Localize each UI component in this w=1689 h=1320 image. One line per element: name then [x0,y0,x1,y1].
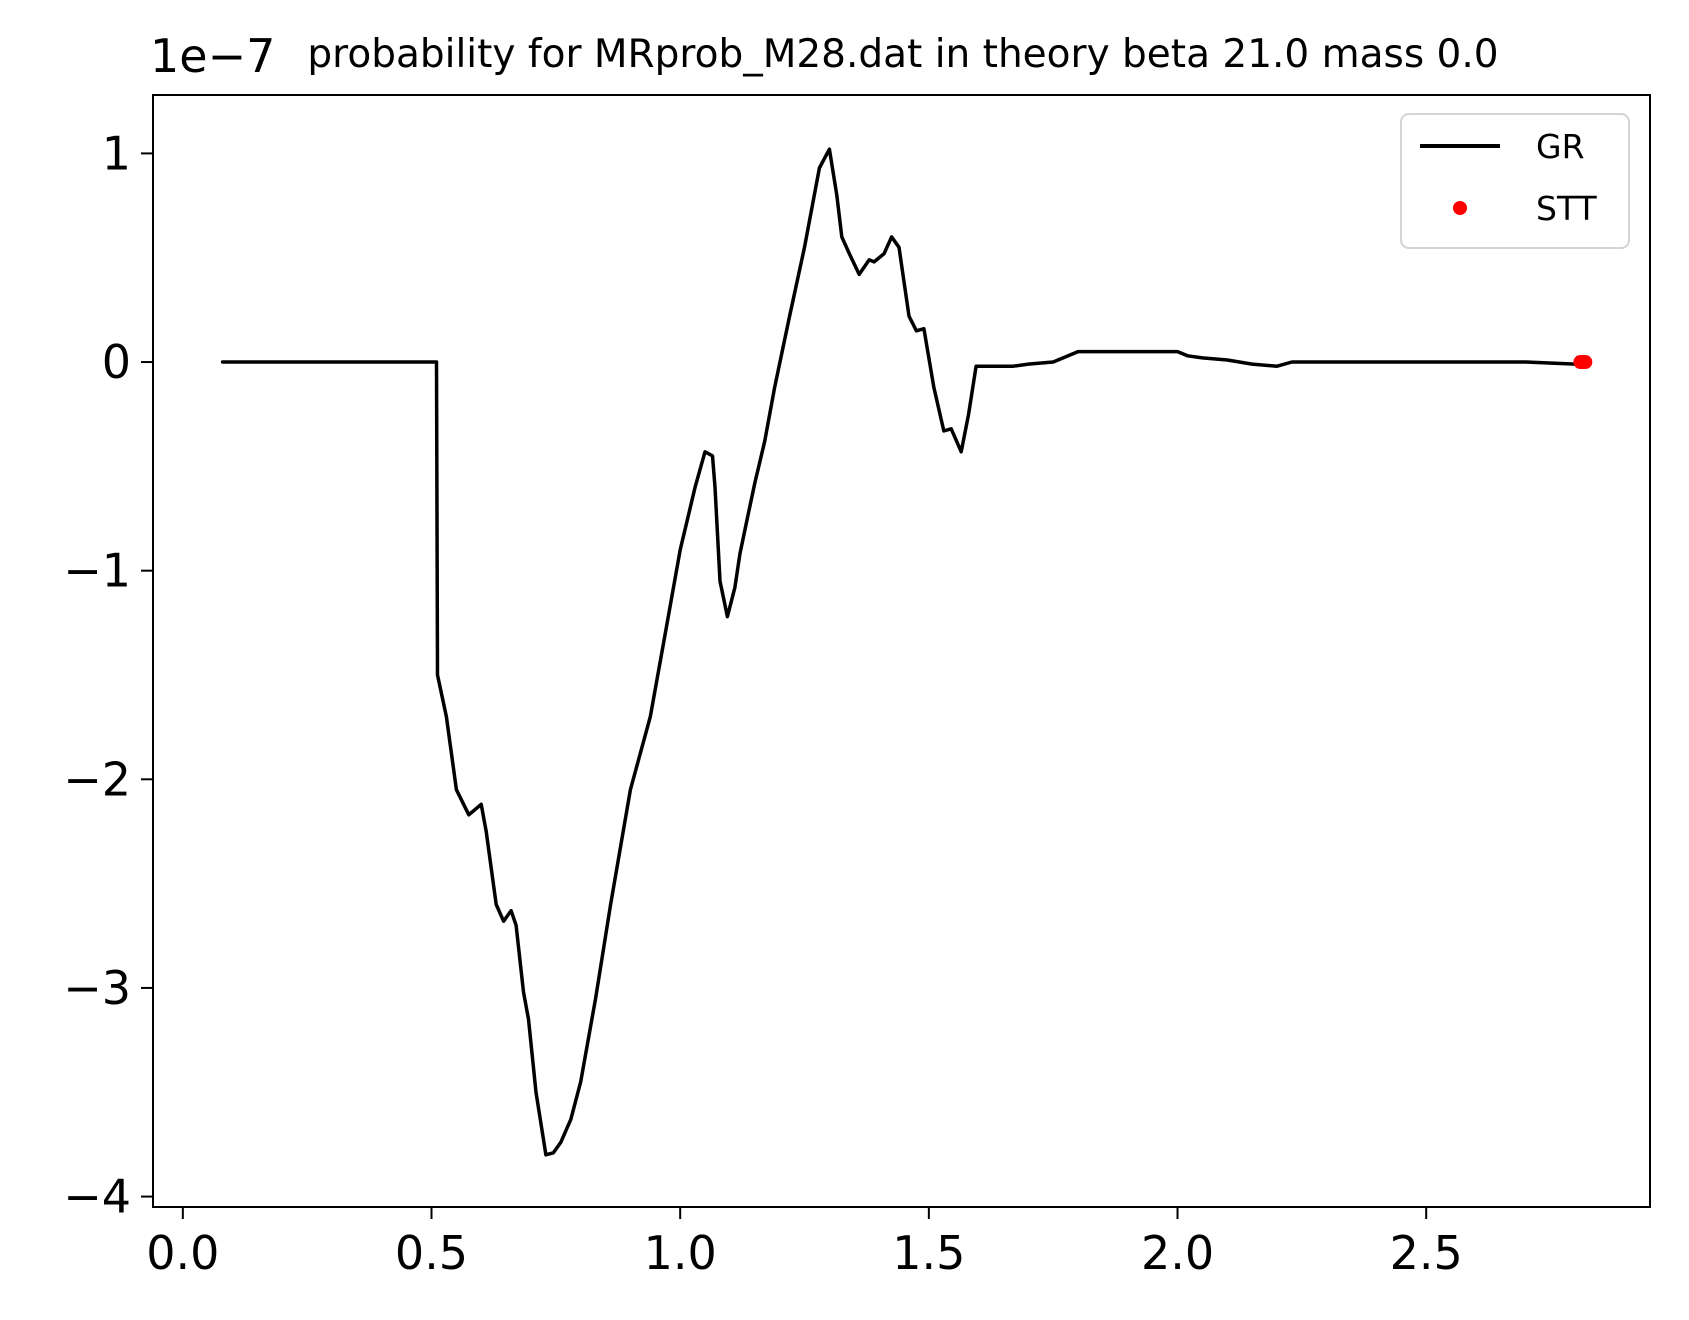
y-tick-label: 1 [102,126,131,180]
y-tick-label: −4 [63,1170,131,1224]
x-tick-label: 0.5 [395,1226,468,1280]
y-tick-label: 0 [102,335,131,389]
y-tick-label: −3 [63,961,131,1015]
x-tick-label: 0.0 [146,1226,219,1280]
x-tick-label: 2.0 [1141,1226,1214,1280]
x-tick-label: 1.5 [892,1226,965,1280]
series-line-gr [220,147,1578,1157]
legend-stt-label: STT [1536,189,1598,228]
legend: GR STT [1400,113,1630,249]
x-tick-label: 1.0 [644,1226,717,1280]
chart-title: probability for MRprob_M28.dat in theory… [307,32,1498,77]
y-offset-label: 1e−7 [150,29,275,83]
legend-stt-swatch [1453,201,1467,215]
y-tick-label: −2 [63,752,131,806]
x-tick-label: 2.5 [1390,1226,1463,1280]
series-point-stt [1578,355,1593,370]
series-layer [220,147,1593,1157]
y-tick-label: −1 [63,544,131,598]
legend-gr-label: GR [1536,127,1585,166]
ticks-layer: 0.0 0.5 1.0 1.5 2.0 2.5 1 0 −1 −2 −3 −4 [63,126,1463,1280]
axes-frame [152,94,1651,1208]
